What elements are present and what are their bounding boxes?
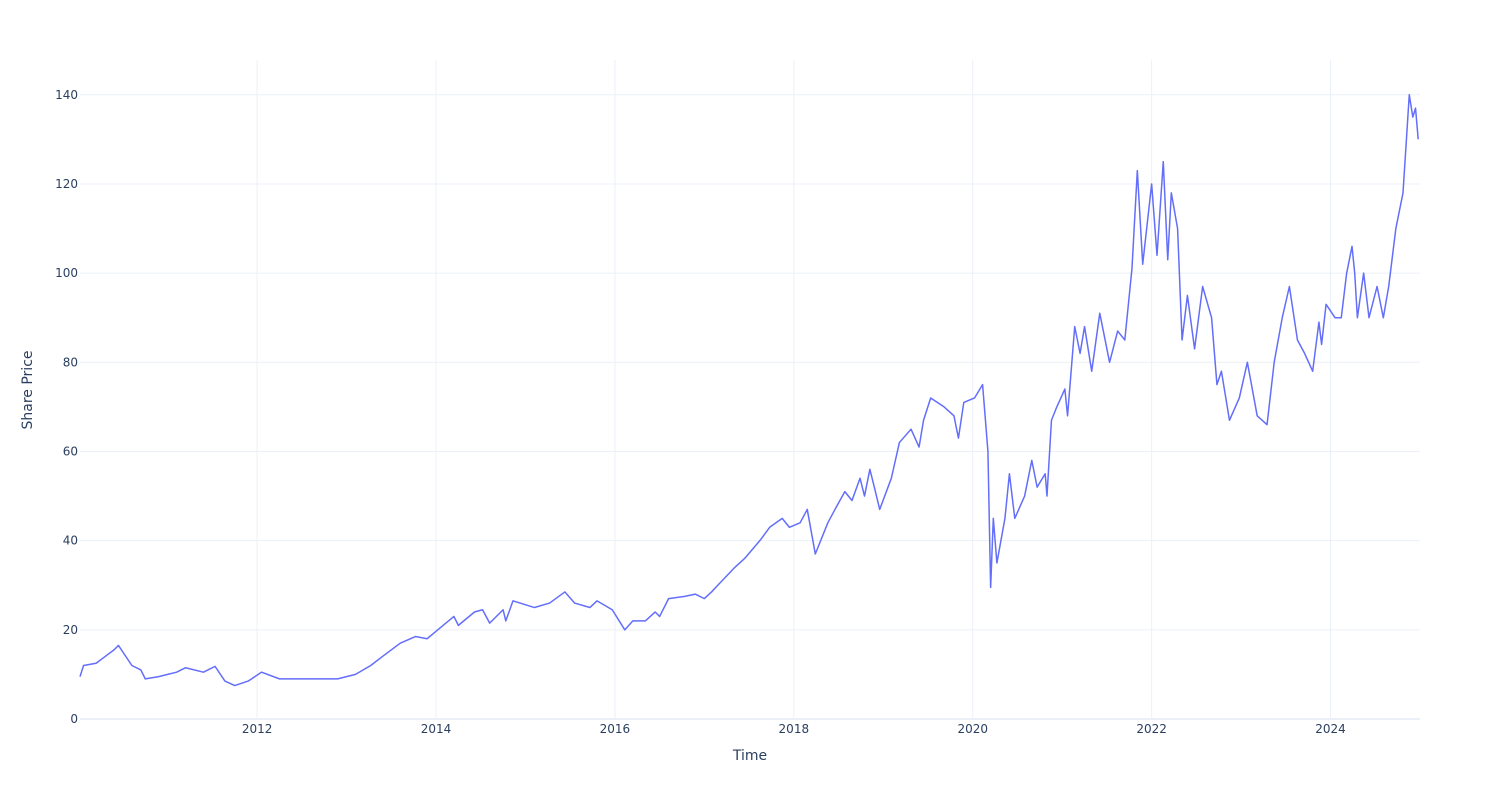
x-tick-label: 2022: [1136, 722, 1167, 736]
price-line: [79, 94, 1419, 687]
x-tick-label: 2018: [779, 722, 810, 736]
x-tick-label: 2014: [421, 722, 452, 736]
y-tick-label: 140: [55, 88, 78, 102]
y-tick-label: 120: [55, 177, 78, 191]
x-tick-label: 2012: [242, 722, 273, 736]
y-axis-title: Share Price: [20, 350, 36, 429]
y-tick-label: 100: [55, 266, 78, 280]
y-tick-label: 0: [70, 712, 78, 726]
x-tick-label: 2020: [957, 722, 988, 736]
x-tick-label: 2016: [600, 722, 631, 736]
x-tick-label: 2024: [1315, 722, 1346, 736]
y-tick-label: 20: [63, 623, 78, 637]
y-tick-label: 60: [63, 444, 78, 458]
y-tick-label: 40: [63, 534, 78, 548]
y-tick-label: 80: [63, 355, 78, 369]
x-axis-title: Time: [732, 748, 767, 764]
